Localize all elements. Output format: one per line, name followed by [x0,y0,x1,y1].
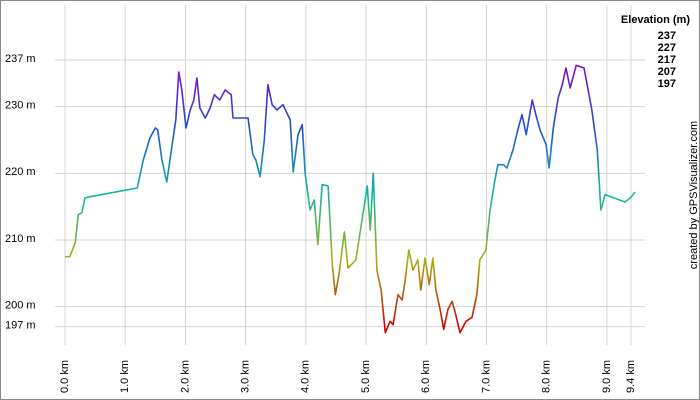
legend-entry: 217 [658,54,676,66]
elevation-line [65,64,636,334]
x-tick-label: 1.0 km [119,360,131,393]
x-tick-label: 3.0 km [240,360,252,393]
y-tick-label: 197 m [5,320,36,332]
x-tick-label: 2.0 km [179,360,191,393]
x-tick-label: 8.0 km [541,360,553,393]
y-tick-label: 230 m [5,100,36,112]
legend-entry: 207 [658,66,676,78]
x-tick-label: 0.0 km [59,360,71,393]
legend-entry: 237 [658,30,676,42]
y-tick-label: 220 m [5,166,36,178]
legend-title: Elevation (m) [621,14,690,26]
x-tick-label: 9.0 km [601,360,613,393]
x-tick-label: 6.0 km [420,360,432,393]
legend-entry: 197 [658,78,676,90]
x-tick-label: 7.0 km [480,360,492,393]
credit: created by GPSVisualizer.com [688,121,700,269]
y-tick-label: 237 m [5,53,36,65]
y-tick-label: 200 m [5,300,36,312]
y-tick-label: 210 m [5,233,36,245]
legend-entry: 227 [658,42,676,54]
x-tick-label: 4.0 km [300,360,312,393]
x-tick-label: 5.0 km [360,360,372,393]
x-tick-label: 9.4 km [625,360,637,393]
